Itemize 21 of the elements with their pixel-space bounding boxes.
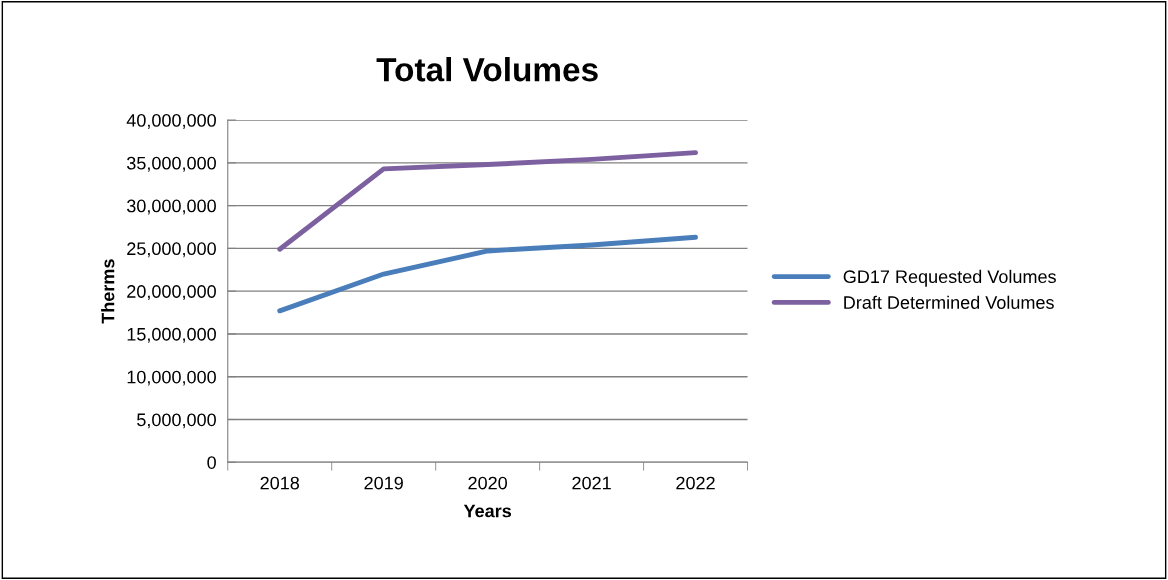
y-tick-label: 15,000,000 xyxy=(127,327,216,343)
y-tick-label: 10,000,000 xyxy=(127,370,216,386)
x-axis-title: Years xyxy=(463,504,511,518)
y-tick-label: 25,000,000 xyxy=(127,242,216,258)
chart-title: Total Volumes xyxy=(376,57,598,82)
legend-label: Draft Determined Volumes xyxy=(844,295,1054,309)
legend-label: GD17 Requested Volumes xyxy=(843,269,1056,287)
x-tick-label: 2022 xyxy=(676,476,715,490)
y-tick-label: 35,000,000 xyxy=(126,156,216,172)
y-tick-label: 30,000,000 xyxy=(126,199,216,215)
y-tick-label: 0 xyxy=(207,456,216,469)
line-series xyxy=(277,150,698,252)
y-tick-label: 40,000,000 xyxy=(126,113,216,129)
x-tick-label: 2020 xyxy=(468,476,508,490)
x-tick-label: 2019 xyxy=(364,476,403,490)
y-tick-label: 5,000,000 xyxy=(137,413,216,429)
x-tick-label: 2018 xyxy=(260,476,300,490)
y-tick-label: 20,000,000 xyxy=(127,285,216,301)
y-axis-title: Therms xyxy=(101,259,115,324)
line-series xyxy=(277,234,698,314)
x-tick-label: 2021 xyxy=(572,476,611,490)
